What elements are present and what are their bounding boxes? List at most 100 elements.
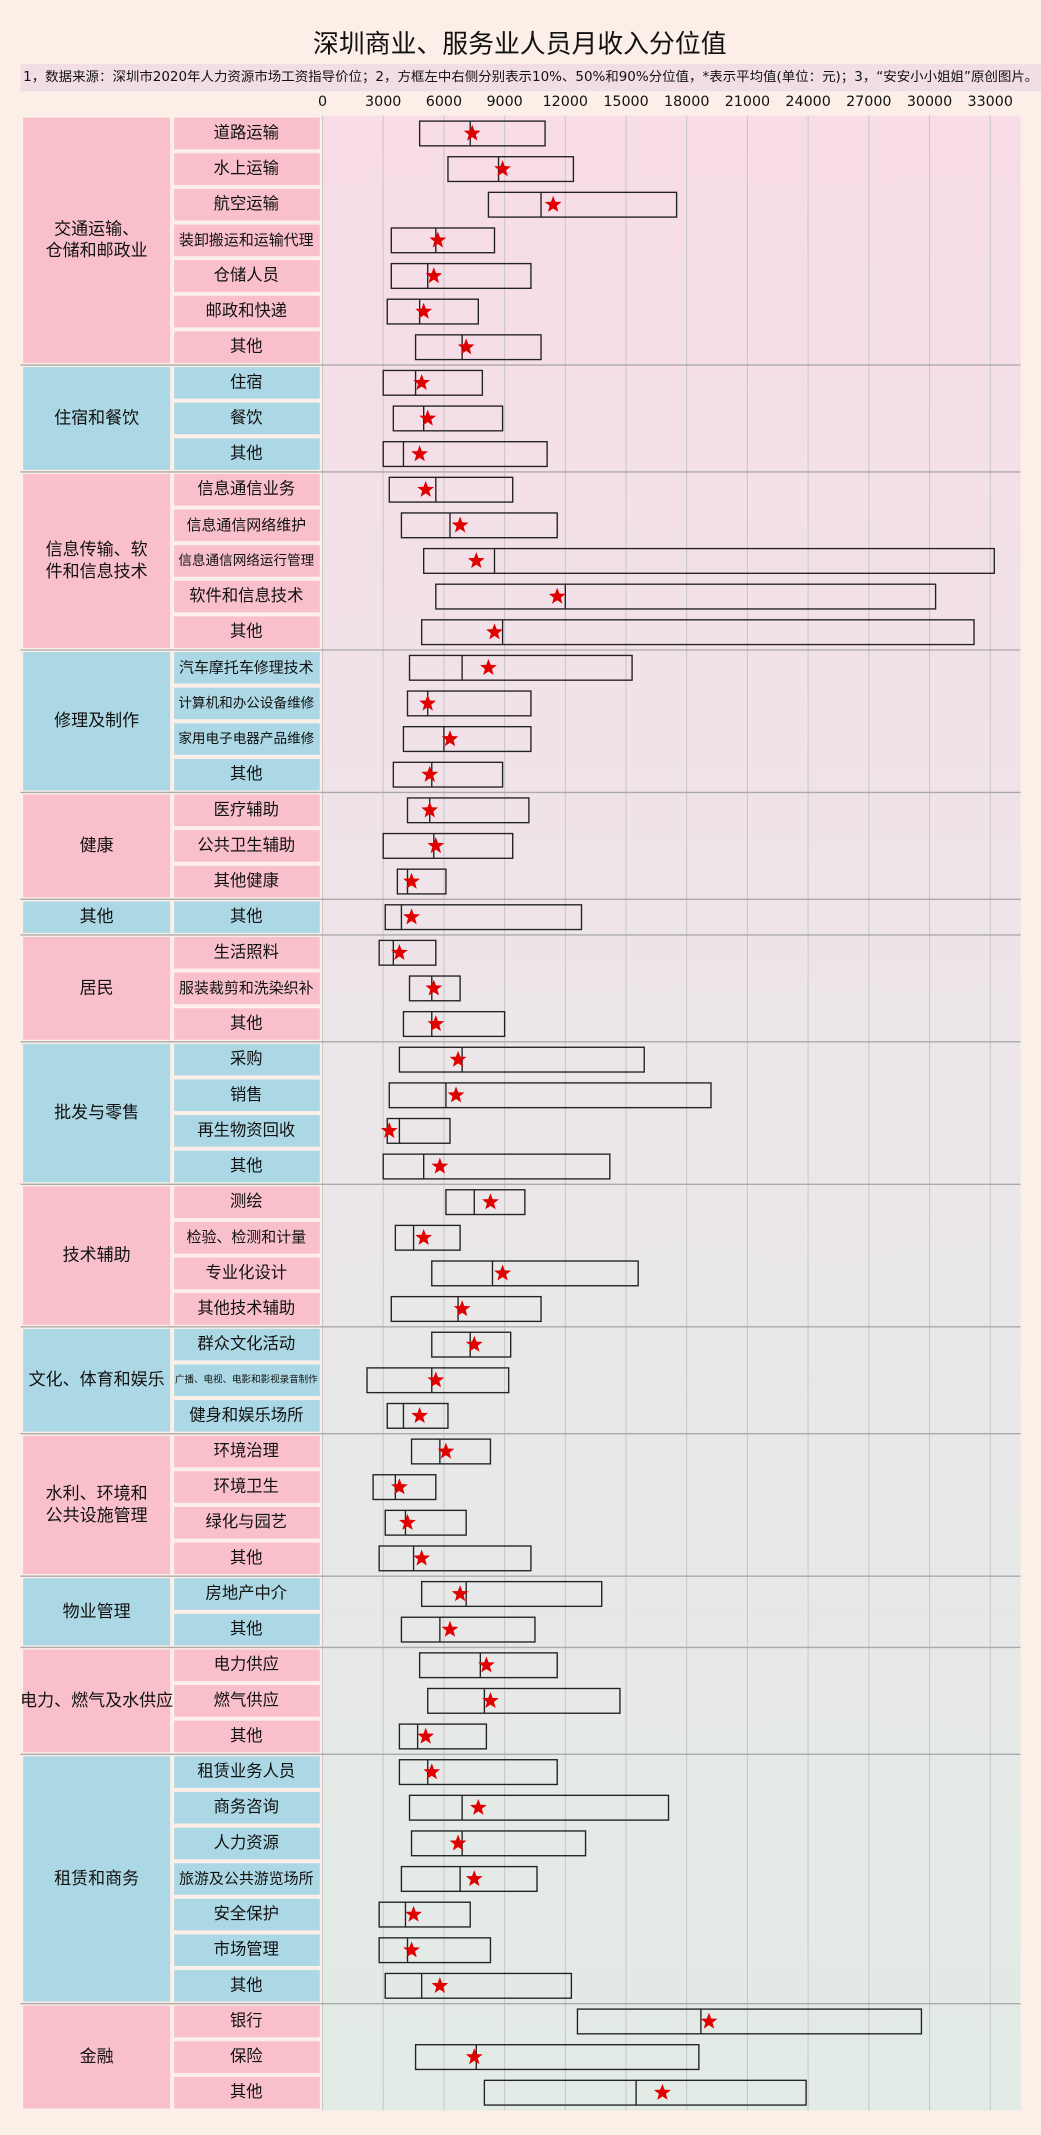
box bbox=[445, 1189, 526, 1216]
category-label: 其他 bbox=[230, 2082, 263, 2101]
box bbox=[392, 405, 504, 432]
box bbox=[418, 120, 546, 147]
category-label: 软件和信息技术 bbox=[189, 586, 303, 605]
category-cell bbox=[174, 723, 320, 755]
box bbox=[394, 1224, 461, 1251]
mean-star bbox=[447, 1086, 465, 1103]
category-cell bbox=[174, 438, 320, 470]
category-cell bbox=[174, 545, 320, 577]
category-label: 再生物资回收 bbox=[197, 1120, 295, 1139]
category-cell bbox=[174, 1934, 320, 1966]
box bbox=[406, 797, 530, 824]
box bbox=[400, 1616, 536, 1643]
mean-star bbox=[482, 1692, 499, 1709]
group-cell bbox=[23, 1649, 171, 1753]
category-label: 其他 bbox=[230, 1619, 263, 1638]
mean-star bbox=[480, 658, 497, 675]
category-cell bbox=[174, 1471, 320, 1503]
group-label: 健康 bbox=[80, 836, 114, 856]
box bbox=[420, 619, 975, 646]
mean-star bbox=[700, 2012, 718, 2029]
category-cell bbox=[174, 1364, 320, 1397]
category-label: 其他 bbox=[230, 1548, 263, 1567]
group-cell bbox=[23, 1578, 171, 1646]
box bbox=[408, 975, 461, 1002]
box bbox=[366, 1367, 510, 1394]
category-label: 道路运输 bbox=[214, 123, 279, 142]
x-tick-label: 15000 bbox=[603, 94, 648, 110]
group-label: 交通运输、仓储和邮政业 bbox=[46, 219, 148, 261]
category-cell bbox=[174, 1328, 320, 1361]
box bbox=[418, 1652, 558, 1679]
category-cell bbox=[174, 1578, 320, 1610]
category-label: 人力资源 bbox=[214, 1833, 279, 1852]
box bbox=[414, 2044, 700, 2071]
category-cell bbox=[174, 117, 320, 150]
x-tick-label: 6000 bbox=[426, 94, 462, 110]
group-label: 物业管理 bbox=[63, 1602, 131, 1622]
group-label: 批发与零售 bbox=[54, 1103, 139, 1123]
box bbox=[390, 227, 496, 254]
category-cell bbox=[174, 1008, 320, 1040]
category-label: 销售 bbox=[230, 1085, 263, 1104]
category-label: 环境治理 bbox=[214, 1441, 279, 1460]
mean-star bbox=[403, 1941, 420, 1958]
mean-star bbox=[451, 516, 469, 533]
mean-star bbox=[457, 338, 475, 355]
x-tick-label: 27000 bbox=[846, 94, 891, 110]
category-label: 计算机和办公设备维修 bbox=[178, 694, 314, 711]
box bbox=[427, 1687, 621, 1714]
category-cell bbox=[174, 153, 320, 185]
box bbox=[420, 1580, 603, 1608]
category-cell bbox=[174, 1791, 320, 1824]
mean-star bbox=[441, 1620, 459, 1637]
category-label: 环境卫生 bbox=[214, 1477, 279, 1496]
box bbox=[400, 1865, 538, 1893]
box bbox=[487, 191, 678, 218]
mean-star bbox=[423, 1763, 441, 1780]
mean-star bbox=[654, 2083, 671, 2100]
mean-star bbox=[380, 1122, 398, 1139]
box bbox=[386, 298, 479, 325]
category-cell bbox=[174, 687, 320, 720]
category-label: 测绘 bbox=[230, 1192, 263, 1211]
category-cell bbox=[174, 1756, 320, 1788]
box bbox=[382, 441, 548, 468]
group-label: 信息传输、软件和信息技术 bbox=[46, 540, 148, 582]
box bbox=[382, 832, 514, 859]
category-label: 邮政和快递 bbox=[206, 301, 288, 320]
mean-star bbox=[425, 267, 443, 284]
group-cell bbox=[23, 1435, 171, 1575]
box bbox=[398, 1759, 558, 1786]
box bbox=[576, 2008, 923, 2035]
category-label: 其他 bbox=[230, 1014, 263, 1033]
mean-star bbox=[419, 694, 437, 711]
category-label: 租赁业务人员 bbox=[197, 1762, 295, 1781]
category-cell bbox=[174, 652, 320, 684]
mean-star bbox=[421, 801, 439, 818]
category-label: 信息通信业务 bbox=[197, 479, 295, 498]
category-label: 其他 bbox=[230, 622, 263, 641]
category-cell bbox=[174, 367, 320, 399]
category-label: 绿化与园艺 bbox=[206, 1512, 288, 1531]
box bbox=[410, 1438, 492, 1465]
box bbox=[384, 1509, 467, 1536]
group-cell bbox=[23, 117, 171, 363]
category-cell bbox=[174, 1649, 320, 1681]
category-label: 仓储人员 bbox=[214, 265, 279, 284]
box bbox=[410, 1830, 587, 1857]
category-label: 家用电子电器产品维修 bbox=[178, 730, 314, 747]
x-tick-label: 3000 bbox=[365, 94, 401, 110]
box bbox=[402, 1010, 506, 1038]
mean-star bbox=[437, 1442, 455, 1459]
mean-star bbox=[403, 908, 420, 925]
box bbox=[386, 1402, 449, 1429]
category-label: 电力供应 bbox=[214, 1655, 279, 1674]
category-label: 信息通信网络维护 bbox=[186, 516, 306, 534]
category-label: 生活照料 bbox=[214, 942, 279, 961]
category-label: 燃气供应 bbox=[214, 1690, 279, 1709]
category-label: 检验、检测和计量 bbox=[186, 1228, 306, 1246]
subtitle-band bbox=[20, 63, 1041, 92]
